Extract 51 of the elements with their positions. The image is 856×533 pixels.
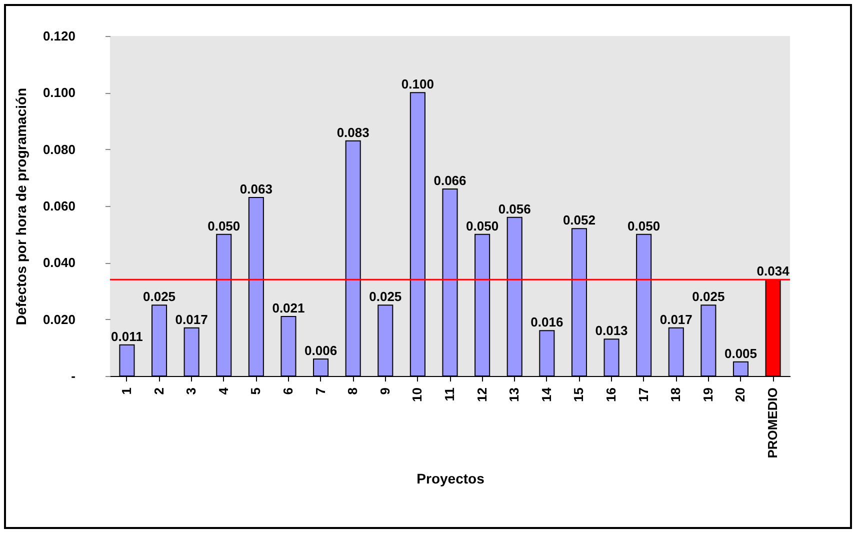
data-label: 0.006 <box>304 343 338 358</box>
y-tick-label: 0.020 <box>42 312 76 327</box>
y-tick-label: - <box>71 368 76 384</box>
x-tick-label: 18 <box>668 388 684 402</box>
x-tick-label: 10 <box>410 388 425 402</box>
y-axis-title: Defectos por hora de programación <box>12 88 29 326</box>
y-tick-label: 0.100 <box>42 85 76 100</box>
x-tick-label: 13 <box>506 388 522 402</box>
data-label: 0.050 <box>628 218 660 234</box>
x-tick-label: 5 <box>248 388 264 395</box>
data-label: 0.066 <box>434 173 466 188</box>
x-tick-label: PROMEDIO <box>765 388 780 458</box>
data-label: 0.017 <box>660 312 692 327</box>
data-label: 0.052 <box>562 212 596 228</box>
x-tick-label: 3 <box>184 388 199 395</box>
y-tick-label: 0.040 <box>42 255 76 270</box>
x-tick-label: 14 <box>538 386 554 402</box>
data-label: 0.025 <box>692 289 725 304</box>
data-label: 0.056 <box>498 201 531 216</box>
x-tick-label: 6 <box>280 388 296 395</box>
y-tick-label: 0.120 <box>42 28 76 44</box>
data-label: 0.025 <box>142 289 176 304</box>
x-axis-title: Proyectos <box>416 470 485 486</box>
data-label: 0.017 <box>175 312 208 327</box>
x-tick-label: 8 <box>345 388 360 395</box>
x-tick-label: 16 <box>604 388 619 402</box>
x-tick-label: 7 <box>312 388 328 395</box>
x-tick-label: 15 <box>571 388 586 402</box>
y-tick-label: 0.080 <box>42 142 76 157</box>
data-label: 0.100 <box>401 76 434 92</box>
data-label: 0.013 <box>595 323 628 338</box>
x-tick-label: 17 <box>636 388 651 402</box>
y-tick-label: 0.060 <box>42 198 76 214</box>
x-tick-label: 19 <box>700 388 716 402</box>
x-tick-label: 4 <box>216 386 231 395</box>
data-label: 0.011 <box>111 328 143 344</box>
x-tick-label: 2 <box>151 388 166 395</box>
data-label: 0.025 <box>369 289 402 304</box>
x-tick-label: 12 <box>474 388 490 402</box>
data-label: 0.050 <box>466 218 499 234</box>
data-label: 0.050 <box>208 218 240 234</box>
x-tick-label: 9 <box>377 388 392 395</box>
x-tick-label: 20 <box>732 388 748 402</box>
data-label: 0.021 <box>272 300 305 316</box>
x-tick-label: 1 <box>118 388 134 395</box>
data-label: 0.016 <box>530 314 564 330</box>
x-tick-label: 11 <box>442 388 457 402</box>
data-label: 0.063 <box>240 182 272 196</box>
data-label: 0.005 <box>724 346 758 361</box>
data-label: 0.083 <box>336 124 370 140</box>
data-label: 0.034 <box>756 264 790 279</box>
